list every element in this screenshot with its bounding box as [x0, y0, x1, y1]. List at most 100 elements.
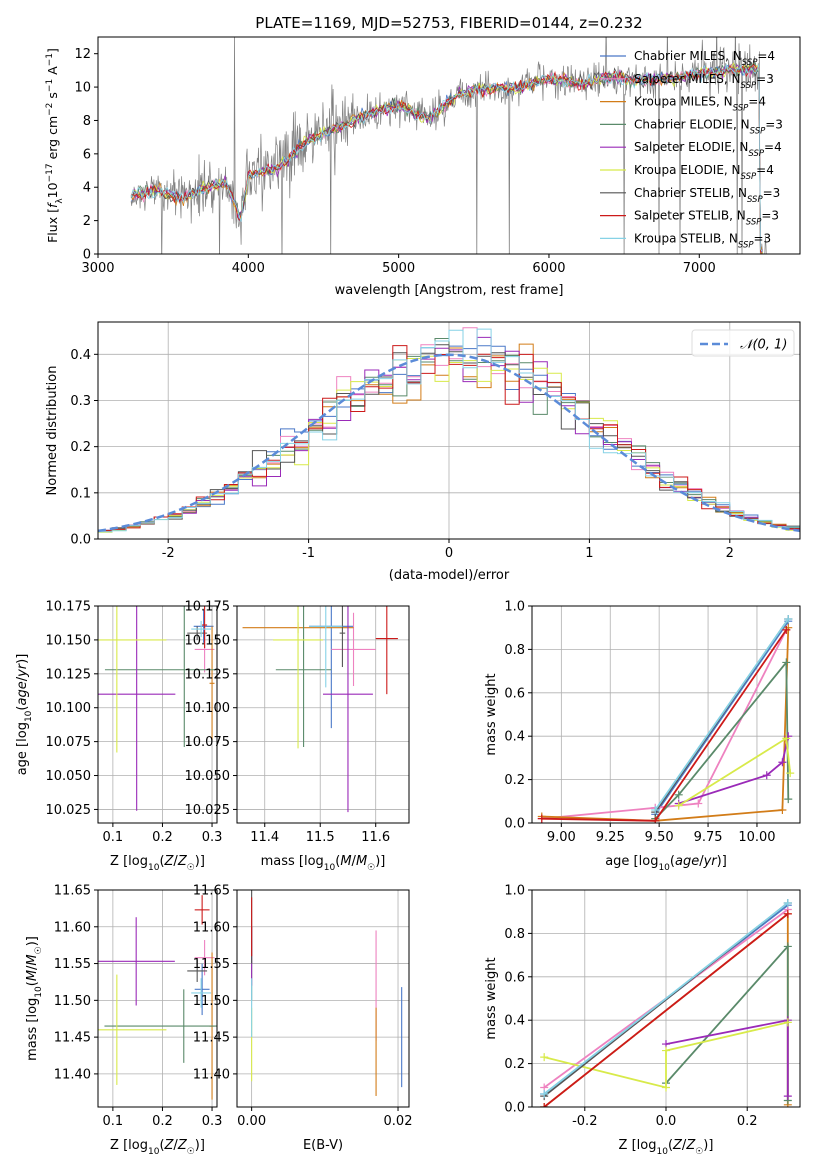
- y-axis-label-part: λ: [55, 198, 65, 204]
- legend-sub: SSP: [747, 195, 763, 205]
- y-tick-label: 11.45: [193, 1031, 230, 1046]
- errorbar-point-8: [202, 606, 208, 649]
- x-tick-label: 9.00: [547, 830, 576, 845]
- x-axis-label: age [log10(age/yr)]: [605, 854, 727, 873]
- spectrum-model-3: [130, 63, 763, 254]
- chart-title: PLATE=1169, MJD=52753, FIBERID=0144, z=0…: [255, 14, 642, 32]
- legend-label-8: Salpeter STELIB, NSSP=3: [634, 209, 779, 228]
- y-axis-label-part: M: [25, 954, 40, 965]
- y-axis-label-part: M: [25, 970, 40, 981]
- legend-text: Chabrier MILES, N: [634, 49, 742, 63]
- x-axis-label-part: Z: [164, 854, 175, 869]
- y-axis-label-part: /: [25, 965, 40, 970]
- y-tick-label: 10.125: [46, 667, 92, 682]
- y-axis-label-part: 10: [45, 182, 60, 198]
- legend-text: =4: [764, 140, 782, 154]
- errorbar-point-4: [104, 989, 217, 1063]
- y-axis-label-part: 10: [24, 710, 34, 722]
- legend-text: =3: [761, 209, 779, 223]
- errorbar-point-5: [98, 606, 176, 811]
- weight-line-5: [665, 1019, 789, 1097]
- legend-sub: SSP: [748, 149, 764, 159]
- weight-marker: [540, 1053, 549, 1062]
- x-axis-label: wavelength [Angstrom, rest frame]: [335, 283, 564, 298]
- x-axis-label-part: mass [log: [261, 854, 324, 869]
- y-axis-label-part: Flux [: [45, 208, 60, 243]
- x-axis-label-part: ☉: [187, 1147, 195, 1157]
- y-tick-label: 0.0: [504, 1101, 525, 1116]
- x-axis-label-part: Z: [672, 1138, 683, 1153]
- errorbar-point-9: [309, 606, 343, 688]
- legend-text: Kroupa MILES, N: [634, 95, 733, 109]
- errorbar-point-1: [194, 963, 210, 1016]
- y-tick-label: 10.075: [46, 735, 92, 750]
- y-axis-label-part: (: [15, 706, 30, 711]
- y-tick-label: 0.4: [504, 1014, 525, 1029]
- x-axis-label-part: 10: [658, 863, 670, 873]
- weight-line-4: [654, 659, 790, 820]
- axes-mass-vs-ebv: 0.00 0.02 11.40 11.45 11.50 11.55 11.60 11.65 E(…: [193, 884, 413, 1154]
- weight-marker: [786, 769, 795, 778]
- weight-line-8: [541, 629, 788, 822]
- spectrum-model-2: [130, 63, 763, 254]
- gaussian-curve: [98, 353, 800, 533]
- x-axis-label-part: )]: [195, 1138, 205, 1153]
- axes-frame: [97, 605, 218, 824]
- axes-age-vs-mass: 11.4 11.5 11.6 10.025 10.050 10.075 10.100 10.1…: [185, 600, 410, 873]
- y-tick-label: 1.0: [504, 600, 525, 615]
- y-tick-label: 0.2: [504, 1057, 525, 1072]
- y-tick-label: 11.65: [54, 884, 91, 899]
- x-tick-label: 6000: [532, 261, 565, 276]
- y-tick-label: 10.050: [185, 769, 231, 784]
- axes-frame: [236, 605, 410, 824]
- legend-text: Chabrier STELIB, N: [634, 186, 747, 200]
- spectrum-model-7: [130, 65, 763, 251]
- x-axis-label-part: Z [log: [110, 854, 148, 869]
- x-axis-label-part: )]: [717, 854, 727, 869]
- legend-text: =4: [748, 95, 766, 109]
- y-tick-label: 10.075: [185, 735, 231, 750]
- y-axis-label: mass weight: [484, 957, 499, 1039]
- x-axis-label-part: Z: [164, 1138, 175, 1153]
- weight-marker: [540, 1103, 549, 1107]
- y-tick-label: 10: [74, 81, 91, 96]
- y-tick-label: 0.6: [504, 686, 525, 701]
- y-tick-label: 0: [83, 248, 91, 263]
- y-tick-label: 10.025: [46, 803, 92, 818]
- x-tick-label: 11.5: [306, 830, 335, 845]
- errorbar-point-6: [273, 606, 323, 749]
- x-tick-label: -1: [302, 546, 315, 561]
- x-axis-label: E(B-V): [303, 1138, 343, 1153]
- legend-text: Chabrier ELODIE, N: [634, 117, 750, 131]
- legend-sub: SSP: [741, 172, 757, 182]
- weight-marker: [674, 801, 683, 810]
- y-tick-label: 11.50: [54, 994, 91, 1009]
- axes-spectrum: 3000 4000 5000 6000 7000 0 2 4 6 8 10 12 PLATE=1169,…: [45, 14, 801, 298]
- weight-marker: [783, 942, 792, 951]
- x-tick-label: 1: [585, 546, 593, 561]
- x-axis-label-part: (: [335, 854, 340, 869]
- plot-area: [237, 890, 409, 1107]
- y-tick-label: 10.025: [185, 803, 231, 818]
- y-axis-label-part: )]: [25, 936, 40, 946]
- x-tick-label: 10.00: [738, 830, 775, 845]
- y-axis-label-part: −1: [45, 53, 55, 66]
- plot-area: [98, 890, 217, 1107]
- errorbar-point-4: [104, 606, 217, 748]
- weight-marker: [783, 1092, 792, 1101]
- plot-area: [98, 606, 217, 823]
- y-axis-label-part: age: [15, 681, 30, 705]
- weight-marker: [662, 1083, 670, 1092]
- legend-text: =3: [763, 186, 781, 200]
- x-axis-label-part: age [log: [605, 854, 658, 869]
- x-tick-label: 0: [445, 546, 453, 561]
- errorbar-point-6: [98, 606, 167, 753]
- plot-area: [532, 890, 800, 1107]
- x-axis-label-part: /: [173, 854, 178, 869]
- errorbar-point-5: [323, 606, 373, 813]
- spectrum-model-4: [130, 62, 763, 253]
- x-axis-label-part: Z: [177, 854, 188, 869]
- legend-text: Kroupa STELIB, N: [634, 231, 738, 245]
- x-axis-label: Z [log10(Z/Z☉)]: [110, 854, 205, 873]
